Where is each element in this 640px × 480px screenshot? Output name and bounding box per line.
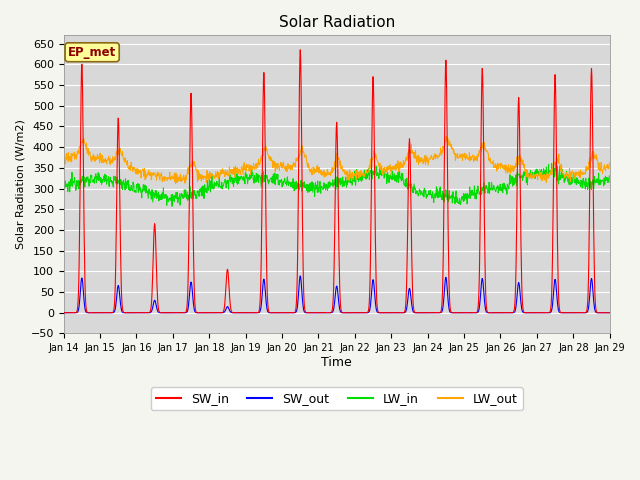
- LW_out: [243, 161, 250, 167]
- SW_out: [205, 310, 213, 315]
- LW_out: [182, 172, 189, 178]
- SW_in: [493, 310, 501, 315]
- LW_out: [172, 180, 179, 186]
- LW_out: [168, 176, 175, 181]
- SW_out: [605, 310, 613, 315]
- SW_out: [422, 310, 429, 315]
- SW_in: [205, 310, 213, 315]
- LW_in: [168, 199, 175, 204]
- Title: Solar Radiation: Solar Radiation: [278, 15, 395, 30]
- SW_in: [296, 47, 304, 53]
- Line: SW_out: SW_out: [63, 276, 609, 312]
- Legend: SW_in, SW_out, LW_in, LW_out: SW_in, SW_out, LW_in, LW_out: [150, 387, 523, 410]
- SW_in: [168, 310, 175, 315]
- SW_in: [541, 310, 549, 315]
- SW_in: [605, 310, 613, 315]
- SW_in: [60, 310, 67, 315]
- LW_in: [168, 204, 176, 209]
- SW_out: [296, 273, 304, 279]
- SW_out: [493, 310, 501, 315]
- SW_in: [181, 310, 189, 315]
- LW_in: [60, 185, 67, 191]
- LW_in: [541, 170, 548, 176]
- LW_out: [442, 133, 450, 139]
- SW_out: [181, 310, 189, 315]
- LW_in: [182, 192, 189, 197]
- SW_in: [422, 310, 429, 315]
- LW_in: [493, 184, 500, 190]
- SW_in: [243, 310, 250, 315]
- LW_in: [552, 159, 560, 165]
- SW_out: [60, 310, 67, 315]
- SW_out: [168, 310, 175, 315]
- LW_out: [60, 160, 67, 166]
- Text: EP_met: EP_met: [68, 46, 116, 59]
- X-axis label: Time: Time: [321, 356, 352, 369]
- Line: LW_out: LW_out: [63, 136, 609, 183]
- LW_out: [493, 167, 501, 172]
- LW_out: [541, 178, 549, 183]
- LW_out: [605, 160, 613, 166]
- Line: LW_in: LW_in: [63, 162, 609, 206]
- Line: SW_in: SW_in: [63, 50, 609, 312]
- LW_in: [422, 190, 429, 196]
- SW_out: [243, 310, 250, 315]
- SW_out: [541, 310, 549, 315]
- Y-axis label: Solar Radiation (W/m2): Solar Radiation (W/m2): [15, 120, 25, 249]
- LW_out: [422, 161, 429, 167]
- LW_in: [605, 173, 613, 179]
- LW_in: [243, 175, 250, 181]
